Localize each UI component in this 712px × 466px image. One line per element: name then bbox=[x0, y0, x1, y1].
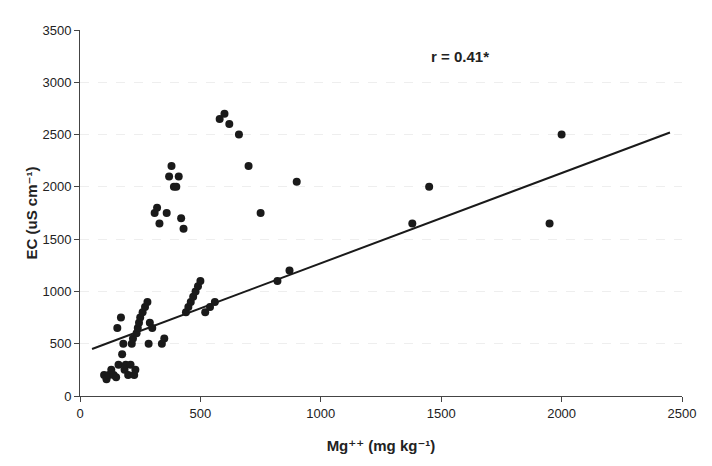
svg-text:0: 0 bbox=[64, 389, 71, 404]
svg-text:r = 0.41*: r = 0.41* bbox=[431, 48, 489, 65]
svg-text:1500: 1500 bbox=[427, 406, 456, 421]
svg-text:0: 0 bbox=[76, 406, 83, 421]
svg-text:Mg⁺⁺ (mg kg⁻¹): Mg⁺⁺ (mg kg⁻¹) bbox=[327, 437, 436, 454]
svg-text:3500: 3500 bbox=[42, 23, 71, 38]
svg-text:EC (uS cm⁻¹): EC (uS cm⁻¹) bbox=[23, 167, 40, 260]
svg-text:500: 500 bbox=[190, 406, 212, 421]
svg-text:2000: 2000 bbox=[42, 179, 71, 194]
svg-text:1000: 1000 bbox=[306, 406, 335, 421]
svg-text:2500: 2500 bbox=[668, 406, 697, 421]
svg-text:500: 500 bbox=[50, 336, 72, 351]
svg-text:2000: 2000 bbox=[547, 406, 576, 421]
svg-text:1000: 1000 bbox=[42, 284, 71, 299]
svg-text:2500: 2500 bbox=[42, 127, 71, 142]
svg-text:1500: 1500 bbox=[42, 232, 71, 247]
svg-text:3000: 3000 bbox=[42, 75, 71, 90]
